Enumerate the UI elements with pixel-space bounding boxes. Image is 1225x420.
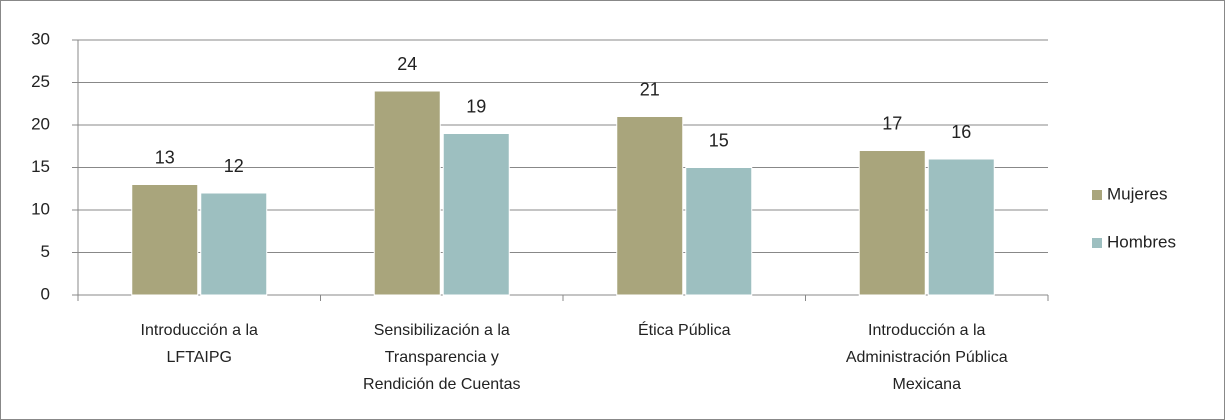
data-label: 21 — [640, 79, 660, 99]
x-tick-label: Ética Pública — [638, 322, 731, 339]
legend-label: Mujeres — [1107, 184, 1167, 203]
bar — [858, 150, 926, 296]
bar — [616, 116, 684, 296]
legend-swatch — [1092, 238, 1102, 248]
y-tick-label: 25 — [31, 72, 50, 91]
legend-label: Hombres — [1107, 232, 1176, 251]
bar — [927, 158, 995, 296]
y-tick-label: 30 — [31, 29, 50, 48]
y-tick-label: 20 — [31, 114, 50, 133]
bar — [685, 167, 753, 296]
data-label: 17 — [882, 113, 902, 133]
y-tick-label: 10 — [31, 199, 50, 218]
y-tick-label: 0 — [41, 284, 50, 303]
x-tick-label: Introducción a la LFTAIPG — [140, 322, 258, 366]
data-label: 19 — [466, 96, 486, 116]
data-label: 16 — [951, 122, 971, 142]
data-label: 15 — [709, 130, 729, 150]
x-tick-label: Introducción a la Administración Pública… — [845, 322, 1008, 393]
y-tick-label: 15 — [31, 157, 50, 176]
bar — [373, 90, 441, 296]
data-label: 13 — [155, 147, 175, 167]
legend-swatch — [1092, 190, 1102, 200]
bar — [442, 133, 510, 296]
bar — [131, 184, 199, 296]
y-tick-label: 5 — [41, 242, 50, 261]
data-label: 24 — [397, 54, 417, 74]
data-label: 12 — [224, 156, 244, 176]
x-tick-label: Sensibilización a la Transparencia y Ren… — [363, 322, 521, 393]
bar — [200, 192, 268, 296]
